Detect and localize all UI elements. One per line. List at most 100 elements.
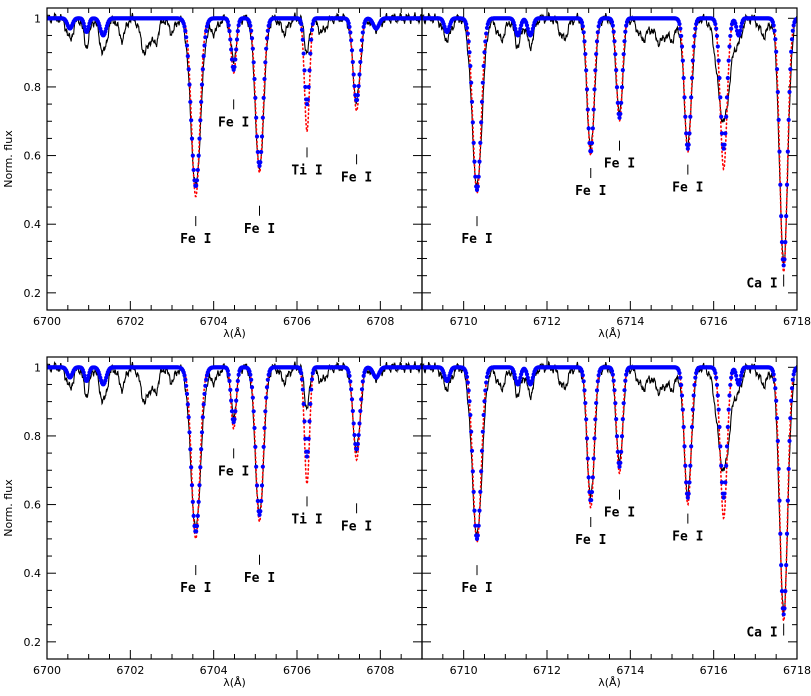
x-axis-ticks (46, 8, 423, 310)
model-point (777, 149, 782, 154)
model-point (728, 33, 733, 39)
model-point (346, 21, 351, 26)
y-axis-label: Norm. flux (2, 479, 15, 537)
line-id-annotation: Ti I (291, 147, 323, 178)
model-point (199, 82, 205, 87)
y-axis-ticks (422, 17, 797, 294)
line-id-label: Fe I (341, 519, 372, 534)
model-point (592, 87, 597, 92)
model-point (619, 85, 625, 90)
model-point (465, 31, 470, 36)
model-point (479, 469, 484, 474)
line-id-annotation: Fe I (575, 517, 606, 548)
model-point (517, 378, 522, 384)
model-point (693, 375, 698, 380)
model-point (586, 475, 591, 480)
model-point (299, 21, 304, 27)
x-tick-label: 6700 (33, 315, 61, 328)
model-point (464, 374, 470, 380)
model-point (620, 67, 625, 73)
model-point (264, 46, 269, 51)
model-point (787, 438, 792, 444)
model-point (225, 19, 230, 24)
line-id-label: Fe I (604, 157, 635, 172)
model-point (591, 456, 596, 461)
model-point (182, 24, 187, 29)
model-point (789, 37, 795, 42)
model-point (196, 499, 201, 504)
line-id-annotation: Fe I (180, 565, 211, 596)
model-point (249, 36, 255, 41)
model-point (349, 387, 354, 392)
model-point (255, 498, 260, 504)
model-point (255, 149, 260, 155)
model-point (468, 63, 473, 69)
model-point (716, 407, 721, 412)
model-point (234, 37, 240, 42)
model-point (722, 142, 727, 147)
model-point (251, 60, 256, 65)
model-point (734, 373, 739, 378)
model-point (467, 50, 472, 55)
model-point (692, 382, 697, 388)
model-point (790, 377, 795, 382)
model-point (679, 44, 685, 49)
series-observed (47, 360, 422, 529)
model-point (714, 26, 719, 31)
model-point (784, 182, 790, 187)
model-point (614, 434, 620, 439)
line-id-label: Fe I (461, 232, 492, 247)
model-point (679, 382, 684, 388)
model-point (229, 409, 235, 414)
x-tick-label: 6708 (366, 315, 394, 328)
model-point (777, 498, 782, 503)
line-id-annotation: Fe I (672, 513, 703, 545)
model-point (464, 25, 470, 31)
model-point (467, 399, 472, 404)
model-point (779, 240, 785, 245)
model-point (719, 463, 724, 468)
model-point (303, 436, 308, 441)
model-point (189, 136, 195, 141)
model-point (350, 59, 355, 65)
model-point (182, 373, 187, 378)
model-point (254, 464, 259, 469)
model-point (734, 28, 740, 33)
model-point (688, 463, 693, 468)
line-id-label: Fe I (575, 184, 606, 199)
model-point (789, 49, 794, 54)
model-point (584, 436, 590, 441)
line-id-label: Fe I (604, 506, 635, 521)
model-point (479, 120, 484, 125)
x-tick-label: 6718 (783, 315, 811, 328)
model-point (196, 153, 201, 158)
model-point (594, 51, 599, 57)
model-point (790, 28, 795, 33)
model-point (584, 68, 589, 73)
model-point (305, 97, 310, 102)
model-point (729, 375, 734, 380)
model-point (690, 58, 695, 63)
model-point (778, 531, 783, 536)
model-point (465, 380, 470, 385)
model-point (684, 131, 689, 136)
model-point (679, 33, 684, 39)
model-point (201, 402, 206, 407)
model-point (686, 142, 691, 147)
model-point (299, 371, 304, 376)
model-point (781, 612, 786, 617)
model-point (234, 47, 239, 52)
plot-frame (421, 356, 798, 660)
y-axis-label: Norm. flux (2, 130, 15, 188)
model-point (727, 44, 732, 49)
model-point (620, 416, 625, 422)
model-point (785, 149, 790, 154)
model-point (250, 46, 255, 51)
model-point (680, 58, 685, 63)
model-point (786, 466, 791, 471)
model-point (299, 377, 305, 382)
model-point (685, 495, 690, 500)
model-point (778, 182, 783, 187)
panel-top-right: 6710 6712 6714 6716 6718 λ(Å) Fe I Fe I Fe I Fe I… (421, 7, 811, 340)
model-point (85, 27, 90, 32)
